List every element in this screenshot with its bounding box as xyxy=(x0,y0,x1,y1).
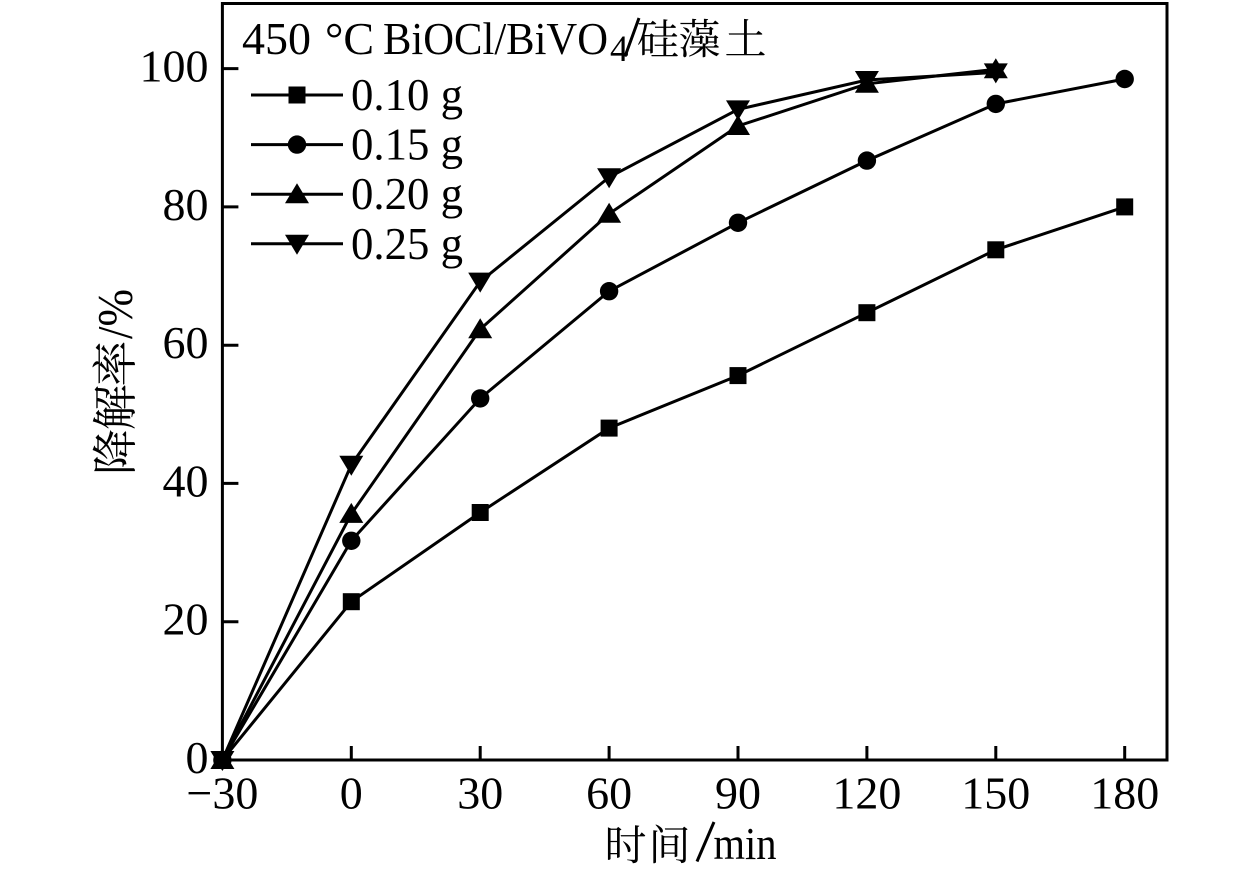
svg-text:°C: °C xyxy=(325,13,374,64)
svg-text:20: 20 xyxy=(163,594,209,645)
svg-text:0: 0 xyxy=(186,732,209,783)
svg-text:60: 60 xyxy=(586,768,632,819)
svg-text:30: 30 xyxy=(457,768,503,819)
svg-text:180: 180 xyxy=(1090,768,1159,819)
svg-text:450: 450 xyxy=(242,13,311,64)
svg-text:min: min xyxy=(714,818,777,869)
svg-text:150: 150 xyxy=(961,768,1030,819)
svg-text:80: 80 xyxy=(163,179,209,230)
svg-text:0.10 g: 0.10 g xyxy=(351,69,463,120)
svg-text:100: 100 xyxy=(140,41,209,92)
svg-text:0: 0 xyxy=(340,768,363,819)
svg-text:−30: −30 xyxy=(186,768,258,819)
svg-text:90: 90 xyxy=(715,768,761,819)
svg-text:/%: /% xyxy=(86,289,142,339)
svg-text:4: 4 xyxy=(610,29,629,70)
svg-text:120: 120 xyxy=(832,768,901,819)
svg-text:60: 60 xyxy=(163,317,209,368)
svg-text:BiOCl/BiVO: BiOCl/BiVO xyxy=(383,13,608,64)
svg-text:40: 40 xyxy=(163,455,209,506)
svg-text:0.15 g: 0.15 g xyxy=(351,119,463,170)
svg-text:0.25 g: 0.25 g xyxy=(351,218,463,269)
svg-text:0.20 g: 0.20 g xyxy=(351,168,463,219)
